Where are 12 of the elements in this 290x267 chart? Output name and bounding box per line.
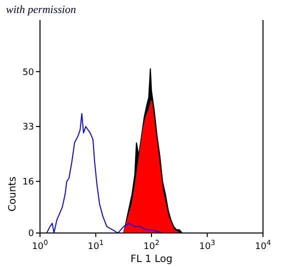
y-tick-label: 33 (22, 122, 34, 133)
x-tick-label: 10$^{0}$ (32, 239, 48, 252)
x-tick-label: 10$^{2}$ (144, 239, 160, 252)
x-tick-label: 10$^{4}$ (255, 239, 272, 252)
y-tick-label: 0 (28, 229, 34, 240)
x-tick-label: 10$^{3}$ (199, 239, 216, 252)
y-axis-title: Counts (8, 176, 19, 212)
y-tick-label: 16 (22, 178, 34, 188)
y-tick-label: 50 (22, 68, 34, 78)
text: with permission (6, 4, 76, 16)
x-axis-title: FL 1 Log (130, 254, 172, 265)
x-tick-label: 10$^{1}$ (88, 239, 104, 252)
